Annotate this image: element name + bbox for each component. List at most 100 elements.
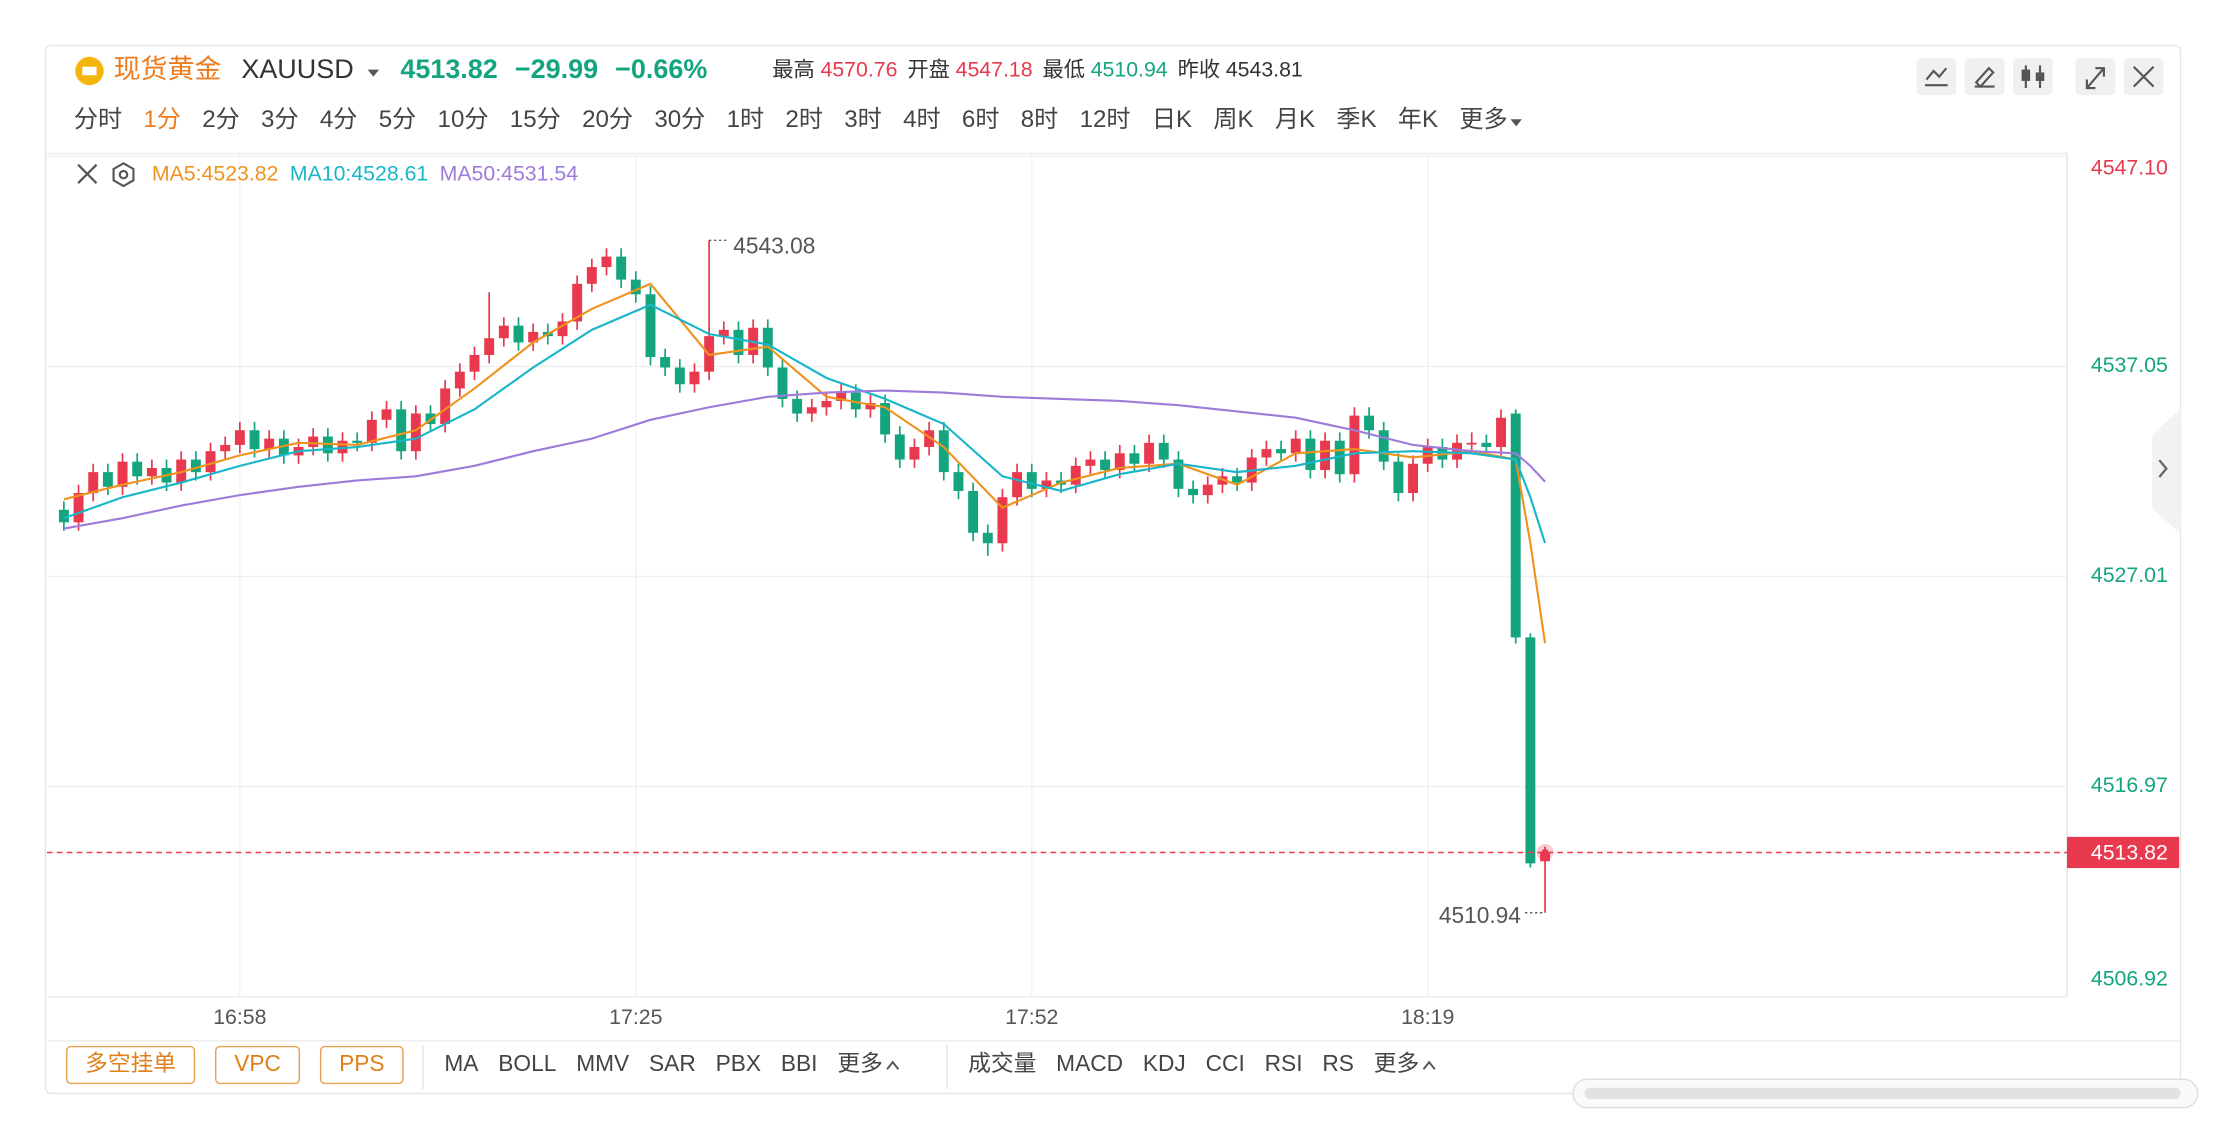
tool-candle[interactable] [2013,58,2053,96]
candle-body [572,283,583,322]
timeframe-tab[interactable]: 4分 [320,106,358,133]
indicator-tab[interactable]: BOLL [498,1050,556,1076]
candle-body [1408,463,1419,494]
indicator-tab[interactable]: CCI [1206,1050,1245,1076]
indicator-tab[interactable]: 成交量 [968,1050,1036,1076]
candle-body [1261,449,1272,458]
timeframe-tab[interactable]: 10分 [438,106,489,133]
candle-body [1100,459,1111,471]
gear-outline [112,162,135,188]
toolbar-button[interactable] [319,1045,404,1085]
timeframe-tab[interactable]: 30分 [654,106,705,133]
symbol-caret[interactable] [367,69,380,77]
instrument-name: 现货黄金 [114,54,222,84]
indicator-tab[interactable]: SAR [649,1050,696,1076]
ma-legend: MA10:4528.61 [290,161,428,185]
x-tick-label: 16:58 [213,1005,266,1029]
side-tab[interactable] [2152,408,2181,534]
price-tag [2067,836,2180,869]
timeframe-tab[interactable]: 分时 [74,106,122,133]
timeframe-tab[interactable]: 2分 [202,106,240,133]
ma-settings-icon[interactable] [112,162,135,188]
candle-body [1349,415,1360,475]
stat-label: 昨收 [1178,58,1221,82]
indicator-tab[interactable]: RS [1322,1050,1354,1076]
indicator-tab[interactable]: MACD [1056,1050,1123,1076]
timeframe-tab[interactable]: 1时 [727,106,765,133]
indicator-tab[interactable]: 更多 [837,1050,882,1076]
gold-icon-bar [82,66,97,76]
candle-body [1114,453,1125,471]
indicator-tab[interactable]: MMV [576,1050,630,1076]
candle-body [1540,852,1551,862]
timeframe-tab[interactable]: 4时 [903,106,941,133]
candle-body [454,371,465,389]
candle-body [1320,440,1331,471]
tool-indicator[interactable] [1916,58,1957,96]
candle-body [410,413,421,452]
y-tick-label: 4537.05 [2091,353,2168,377]
timeframe-tab[interactable]: 年K [1398,106,1438,133]
timeframe-tab[interactable]: 3分 [261,106,299,133]
indicator-tab[interactable]: MA [444,1050,479,1076]
timeframe-tab[interactable]: 5分 [379,106,417,133]
timeframe-tab[interactable]: 更多 [1459,106,1507,133]
tool-icon [2021,69,2031,81]
candle-body [1452,442,1463,460]
candle-body [1173,459,1184,489]
timeframe-tab[interactable]: 1分 [143,106,181,133]
timeframe-tab[interactable]: 20分 [582,106,633,133]
candle-body [58,509,69,523]
quote-price: 4513.82 [400,54,497,84]
indicator-tab[interactable]: RSI [1265,1050,1303,1076]
candle-body [674,367,685,385]
candle-body [1466,442,1477,445]
timeframe-tab[interactable]: 2时 [785,106,823,133]
indicator-tab[interactable]: PBX [716,1050,761,1076]
candle-body [308,436,319,448]
toolbar-button-label: 多空挂单 [85,1050,176,1076]
timeframe-tab[interactable]: 季K [1336,106,1376,133]
stat-label: 开盘 [907,58,950,82]
ma-legend: MA5:4523.82 [152,161,279,185]
timeframe-tab[interactable]: 3时 [844,106,882,133]
timeframe-tab[interactable]: 12时 [1080,106,1131,133]
indicator-tab[interactable]: BBI [781,1050,818,1076]
timeframe-tab[interactable]: 周K [1213,106,1253,133]
candle-body [1070,465,1081,485]
ma-line [63,303,1547,544]
candle-body [352,440,363,443]
candle-body [601,256,612,268]
candle-body [836,392,847,401]
stat-label: 最高 [772,58,815,82]
scroll-thumb[interactable] [1584,1087,2181,1100]
toolbar-button[interactable] [66,1045,196,1085]
ma-close-icon[interactable] [77,163,98,184]
toolbar-button-label: PPS [339,1050,384,1076]
price-dot [1541,848,1549,857]
indicator-tab[interactable]: 更多 [1374,1050,1419,1076]
candle-body [1378,430,1389,462]
candle-body [660,357,671,368]
candle-body [1085,459,1096,466]
tool-draw[interactable] [1964,58,2005,96]
max-annotation: 4543.08 [733,232,815,258]
timeframe-tab[interactable]: 月K [1275,106,1315,133]
indicator-tab[interactable]: KDJ [1143,1050,1186,1076]
candle-body [821,400,832,408]
toolbar-button[interactable] [215,1045,301,1085]
candle-body [1290,438,1301,454]
candle-body [205,451,216,473]
timeframe-tab[interactable]: 8时 [1021,106,1059,133]
candle-body [1144,442,1155,464]
timeframe-tab[interactable]: 日K [1152,106,1192,133]
symbol[interactable]: XAUUSD [241,54,353,84]
candle-body [73,493,84,523]
timeframe-tab[interactable]: 15分 [510,106,561,133]
candle-body [220,444,231,452]
tool-icon [2085,67,2105,90]
candle-body [630,279,641,295]
timeframe-tab[interactable]: 6时 [962,106,1000,133]
candle-body [645,294,656,358]
